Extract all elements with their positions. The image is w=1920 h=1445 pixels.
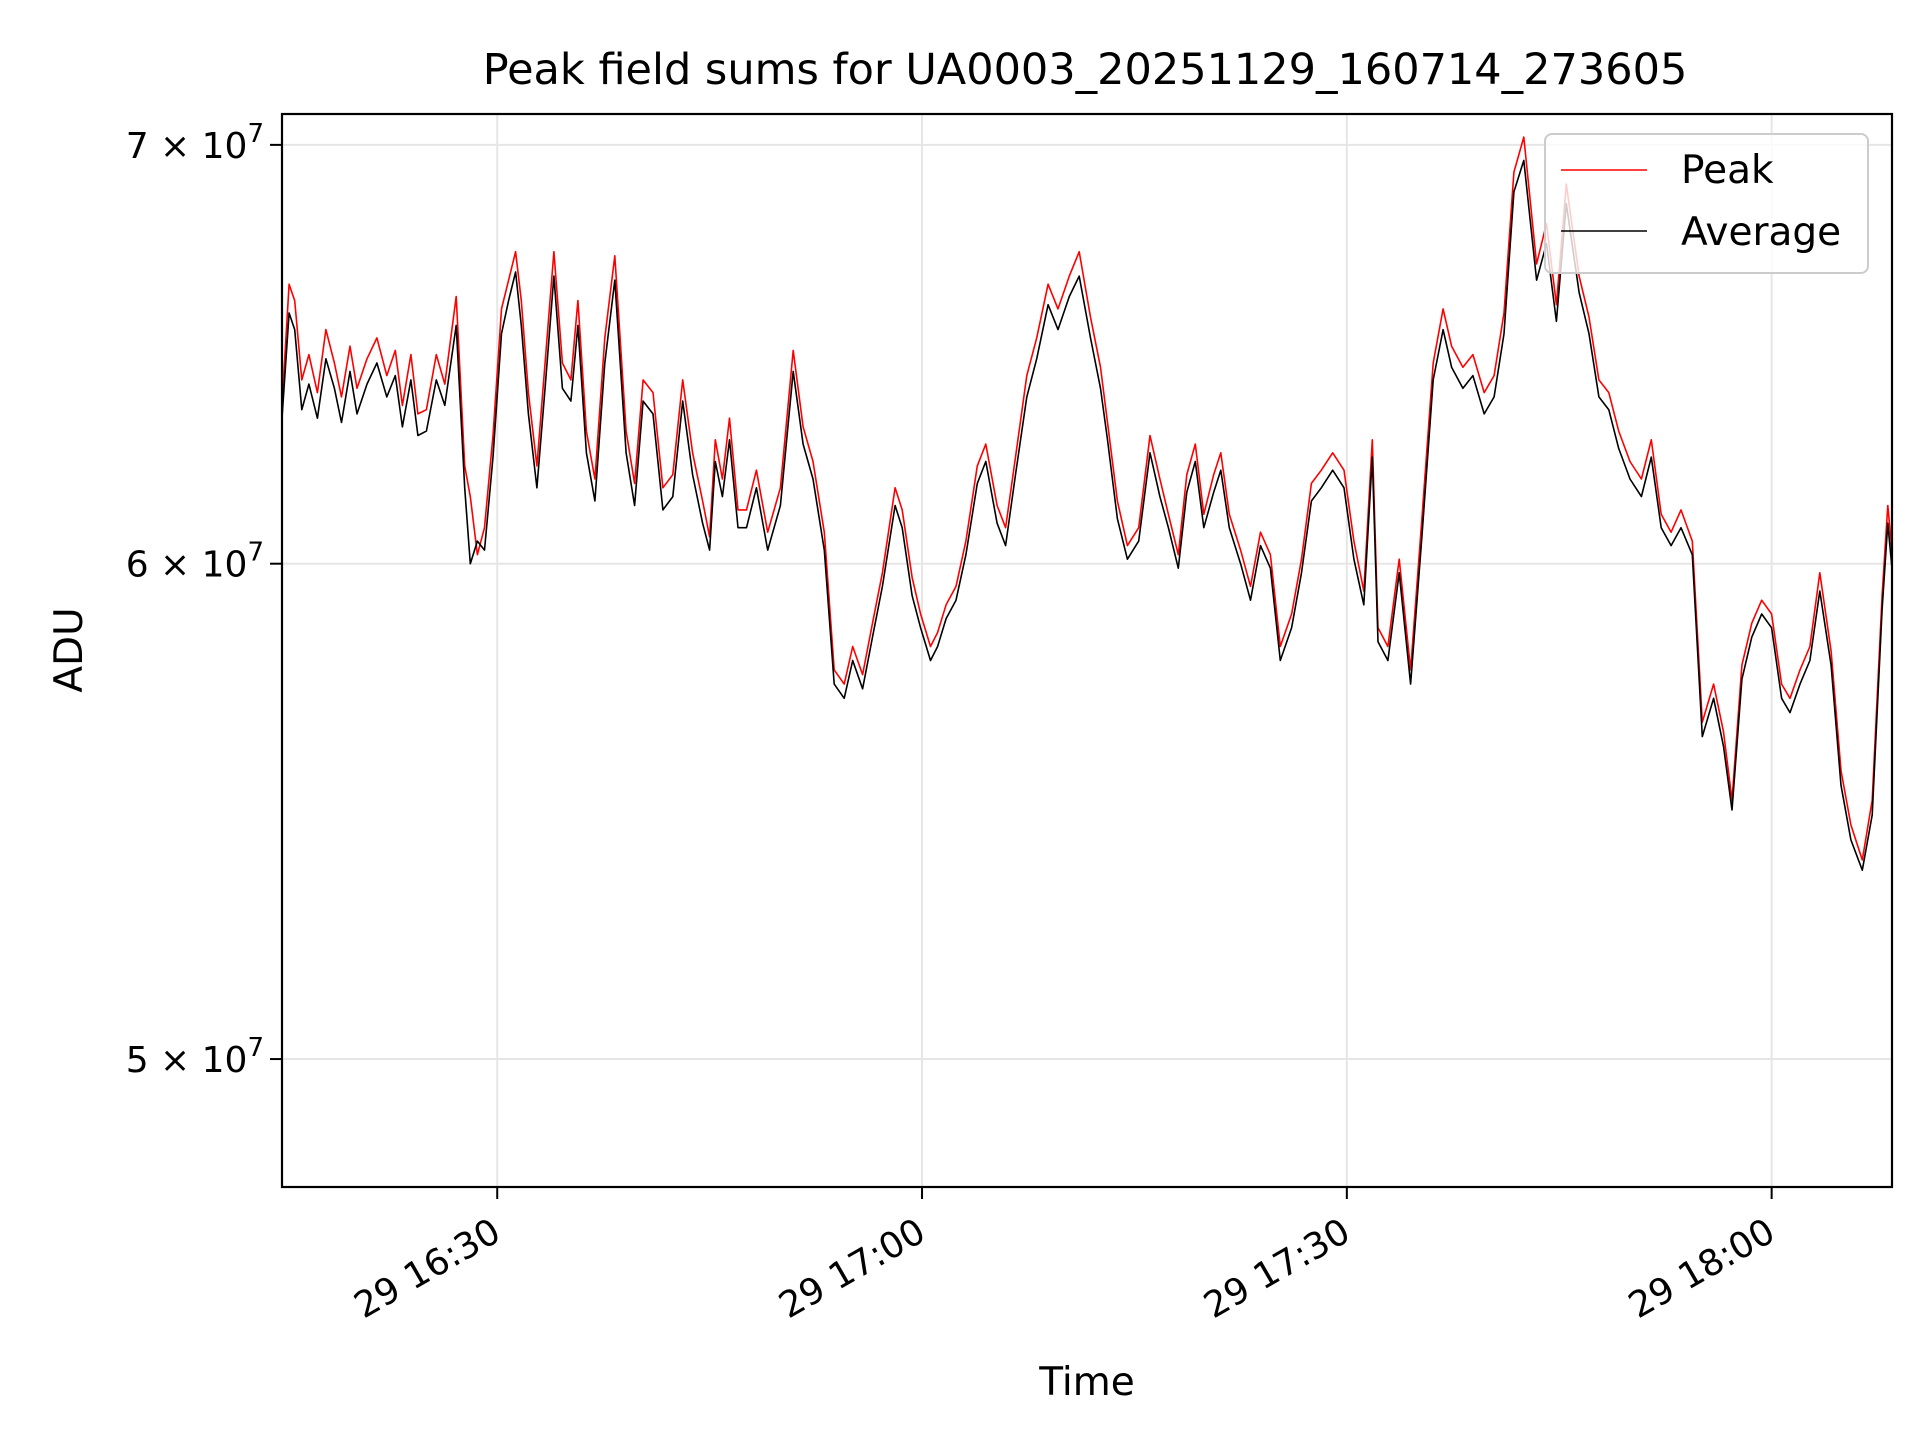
series-line-average <box>282 159 1892 872</box>
y-tick-label: 7 × 107 <box>126 119 264 167</box>
y-tick-label: 6 × 107 <box>126 538 264 586</box>
series-line-peak <box>282 136 1892 861</box>
y-tick-label-base: 7 × 10 <box>126 126 248 167</box>
y-tick-label-exponent: 7 <box>247 1033 264 1063</box>
y-tick-label: 5 × 107 <box>126 1033 264 1081</box>
legend-label-peak: Peak <box>1681 148 1774 193</box>
series-layer <box>282 136 1892 872</box>
legend-box <box>1544 133 1869 274</box>
y-axis-label: ADU <box>47 607 92 692</box>
chart-title: Peak field sums for UA0003_20251129_1607… <box>483 45 1688 95</box>
legend-label-average: Average <box>1681 210 1841 255</box>
plot-area-frame <box>280 112 1894 1189</box>
y-tick-label-exponent: 7 <box>247 119 264 149</box>
x-axis-label: Time <box>1038 1360 1134 1405</box>
legend: Peak Average <box>1544 133 1869 274</box>
y-tick-label-base: 6 × 10 <box>126 545 248 586</box>
y-tick-label-base: 5 × 10 <box>126 1040 248 1081</box>
y-tick-label-exponent: 7 <box>247 538 264 568</box>
